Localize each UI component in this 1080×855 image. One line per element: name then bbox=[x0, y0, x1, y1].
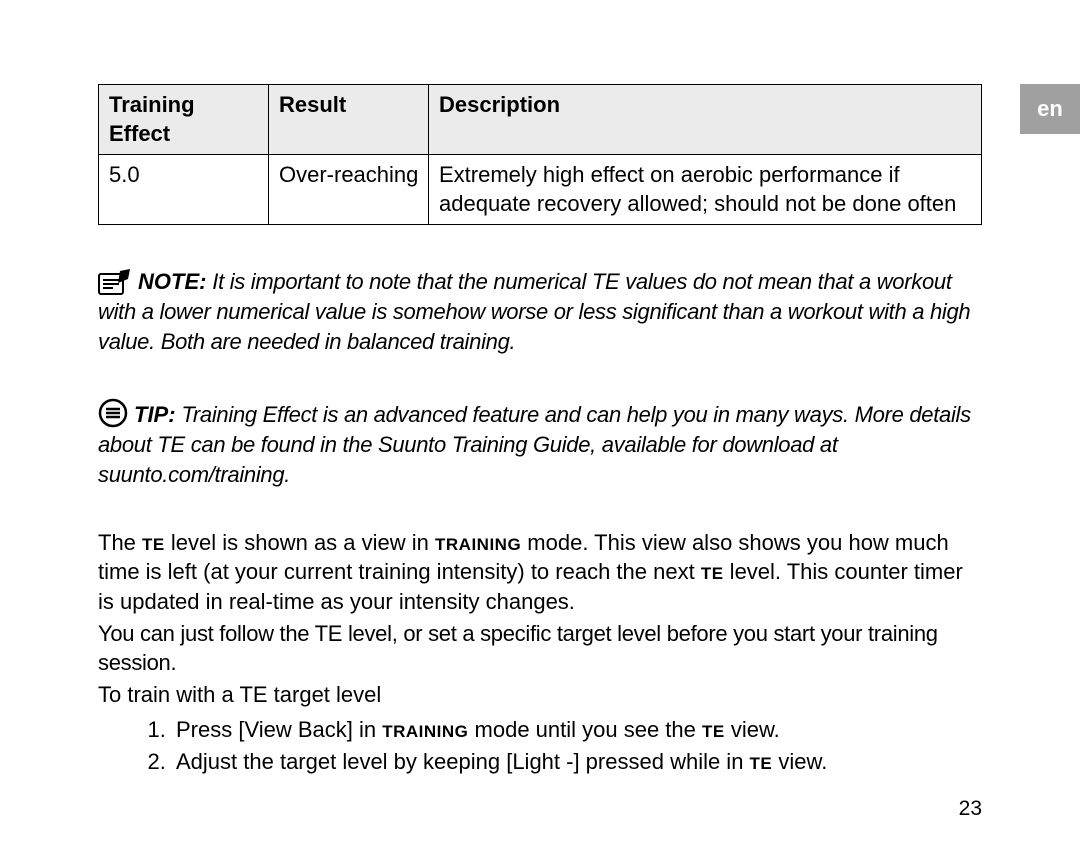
cell-result: Over‑reaching bbox=[269, 155, 429, 225]
sc-te-4: TE bbox=[750, 754, 773, 773]
steps-list: Press [View Back] in TRAINING mode until… bbox=[98, 714, 982, 778]
p1-a: The bbox=[98, 530, 142, 555]
s1-c: view. bbox=[725, 717, 780, 742]
note-label: NOTE: bbox=[138, 269, 206, 294]
note-icon bbox=[98, 269, 132, 295]
sc-te: TE bbox=[142, 535, 165, 554]
sc-training-2: TRAINING bbox=[382, 722, 468, 741]
training-effect-table: Training Effect Result Description 5.0 O… bbox=[98, 84, 982, 225]
s2-b: view. bbox=[772, 749, 827, 774]
table-header-description: Description bbox=[429, 85, 982, 155]
tip-body: Training Effect is an advanced feature a… bbox=[98, 402, 971, 486]
note-callout: NOTE: It is important to note that the n… bbox=[98, 267, 982, 356]
s2-a: Adjust the target level by keeping [Ligh… bbox=[176, 749, 750, 774]
table-header-row: Training Effect Result Description bbox=[99, 85, 982, 155]
cell-te: 5.0 bbox=[99, 155, 269, 225]
sc-training: TRAINING bbox=[435, 535, 521, 554]
table-header-te: Training Effect bbox=[99, 85, 269, 155]
table-header-result: Result bbox=[269, 85, 429, 155]
s1-a: Press [View Back] in bbox=[176, 717, 382, 742]
language-tab: en bbox=[1020, 84, 1080, 134]
document-page: en Training Effect Result Description 5.… bbox=[0, 0, 1080, 855]
step-2: Adjust the target level by keeping [Ligh… bbox=[172, 746, 982, 778]
note-body: It is important to note that the numeric… bbox=[98, 269, 970, 353]
body-paragraph-1: The TE level is shown as a view in TRAIN… bbox=[98, 528, 982, 617]
language-code: en bbox=[1037, 96, 1063, 122]
sc-te-3: TE bbox=[702, 722, 725, 741]
tip-callout: TIP: Training Effect is an advanced feat… bbox=[98, 398, 982, 489]
s1-b: mode until you see the bbox=[468, 717, 702, 742]
cell-description: Extremely high effect on aerobic perform… bbox=[429, 155, 982, 225]
sc-te-2: TE bbox=[701, 564, 724, 583]
table-row: 5.0 Over‑reaching Extremely high effect … bbox=[99, 155, 982, 225]
tip-label: TIP: bbox=[134, 402, 176, 427]
page-number: 23 bbox=[959, 797, 982, 821]
body-paragraph-3: To train with a TE target level bbox=[98, 680, 982, 710]
tip-icon bbox=[98, 398, 128, 428]
body-paragraph-2: You can just follow the TE level, or set… bbox=[98, 619, 982, 678]
p1-b: level is shown as a view in bbox=[165, 530, 435, 555]
step-1: Press [View Back] in TRAINING mode until… bbox=[172, 714, 982, 746]
